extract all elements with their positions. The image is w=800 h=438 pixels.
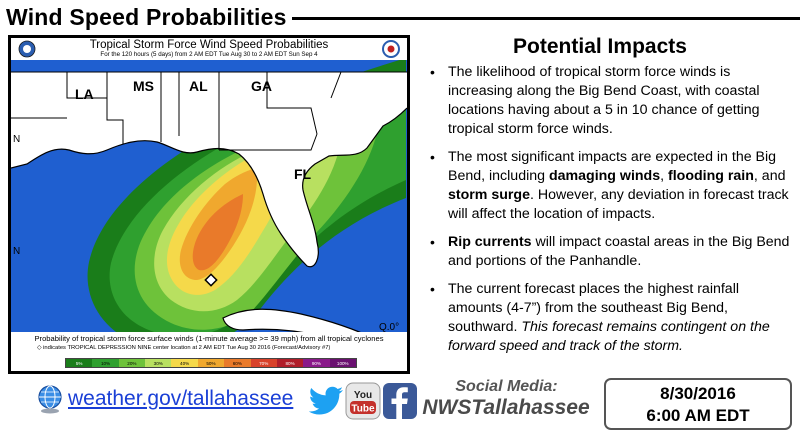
legend-swatch: 70%: [250, 359, 277, 367]
legend-swatch: 20%: [118, 359, 146, 367]
facebook-icon[interactable]: [382, 382, 418, 420]
legend-swatch: 60%: [224, 359, 251, 367]
latitude-label-1: N: [13, 134, 21, 145]
state-label-al: AL: [189, 78, 208, 94]
legend-swatch: 40%: [171, 359, 198, 367]
legend-swatch: 100%: [329, 359, 356, 367]
impact-item: The current forecast places the highest …: [428, 280, 794, 356]
state-label-ga: GA: [251, 78, 272, 94]
header: Wind Speed Probabilities: [0, 0, 800, 36]
youtube-icon[interactable]: You Tube: [345, 382, 381, 420]
legend-swatch: 5%: [66, 359, 93, 367]
page-title: Wind Speed Probabilities: [6, 4, 287, 30]
map-caption: Probability of tropical storm force surf…: [11, 334, 407, 343]
svg-text:You: You: [354, 390, 372, 401]
legend-swatch: 80%: [276, 359, 304, 367]
longitude-label: Q.0°: [379, 322, 400, 333]
impact-text: flooding rain: [668, 168, 754, 184]
header-rule: [292, 17, 800, 20]
nws-logo-inner: [387, 45, 395, 53]
impact-text: damaging winds: [548, 168, 661, 184]
impact-text: will impact coastal areas in the Big Ben…: [448, 234, 790, 269]
impact-text: The most significant impacts are expecte…: [448, 149, 777, 184]
map-subtitle: For the 120 hours (5 days) from 2 AM EDT…: [100, 51, 318, 58]
twitter-icon[interactable]: [309, 386, 345, 416]
band-60: [192, 194, 243, 271]
state-label-fl: FL: [294, 166, 312, 182]
globe-icon[interactable]: [35, 384, 65, 414]
website-link[interactable]: weather.gov/tallahassee: [68, 387, 294, 410]
legend-swatch: 90%: [303, 359, 330, 367]
map-title-band: [11, 38, 407, 60]
impacts-list: The likelihood of tropical storm force w…: [428, 63, 794, 365]
timestamp-box: 8/30/2016 6:00 AM EDT: [604, 378, 792, 430]
map-title: Tropical Storm Force Wind Speed Probabil…: [89, 39, 329, 51]
impact-item: The likelihood of tropical storm force w…: [428, 63, 794, 139]
legend-swatch: 50%: [197, 359, 225, 367]
storm-center-marker: [204, 273, 218, 287]
impact-text: Rip currents: [448, 234, 532, 250]
state-label-ms: MS: [133, 78, 154, 94]
map-caption-secondary: ◇ indicates TROPICAL DEPRESSION NINE cen…: [37, 345, 331, 351]
impact-text: , and: [753, 168, 786, 184]
impact-text: The likelihood of tropical storm force w…: [448, 64, 760, 137]
legend-swatch: 10%: [92, 359, 119, 367]
legend-swatch: 30%: [145, 359, 172, 367]
us-land: [11, 72, 407, 267]
noaa-logo-inner: [23, 45, 31, 53]
impact-item: Rip currents will impact coastal areas i…: [428, 233, 794, 271]
impact-text: This forecast remains contingent on the …: [448, 319, 770, 354]
map-graphic: [11, 38, 407, 371]
impact-text: . However, any deviation in forecast tra…: [448, 187, 789, 222]
svg-text:Tube: Tube: [351, 404, 375, 415]
social-handle[interactable]: NWSTallahassee: [422, 396, 590, 419]
impact-text: storm surge: [448, 187, 530, 203]
impact-text: ,: [660, 168, 669, 184]
impact-item: The most significant impacts are expecte…: [428, 148, 794, 224]
state-label-la: LA: [75, 86, 94, 102]
issue-time: 6:00 AM EDT: [646, 406, 750, 425]
wind-probability-map: Tropical Storm Force Wind Speed Probabil…: [8, 35, 410, 374]
impact-text: The current forecast places the highest …: [448, 281, 739, 335]
issue-date: 8/30/2016: [660, 384, 736, 403]
state-borders: [11, 71, 407, 151]
impacts-title: Potential Impacts: [513, 35, 687, 58]
latitude-label-2: N: [13, 246, 21, 257]
map-legend: 5% 10% 20% 30% 40% 50% 60% 70% 80% 90% 1…: [65, 358, 357, 368]
social-media-label: Social Media:: [455, 378, 558, 395]
